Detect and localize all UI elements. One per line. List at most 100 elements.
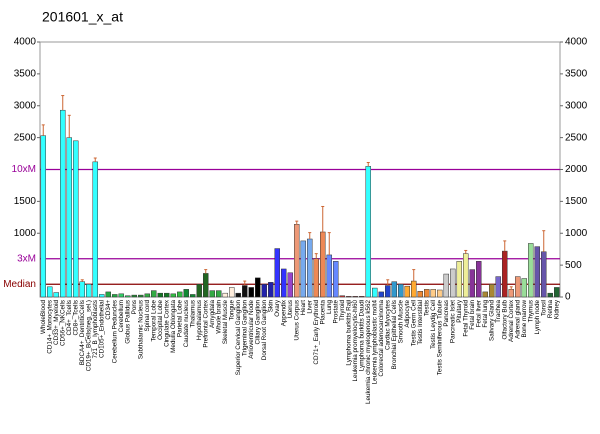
bar [86, 284, 92, 298]
bar [528, 243, 534, 298]
x-tick-label: Bronchial Epithelial Cells [391, 300, 398, 369]
x-tick-label: CD56+_NKCells [59, 300, 66, 346]
bar [554, 287, 560, 298]
bar [437, 289, 443, 298]
x-tick-label: Olfactory Bulb [501, 300, 508, 340]
x-tick-label: Subthalamic Nucleus [137, 300, 144, 359]
x-tick-label: CD34+ [105, 300, 112, 320]
x-tick-label: Leukemia promyelocytic-hl60 [352, 300, 359, 382]
bar [521, 278, 527, 298]
x-tick-label: Ovary [274, 299, 281, 317]
x-tick-label: Pancreatic Islet [449, 300, 456, 343]
x-tick-label: Lymphoma burkitts Raji [345, 300, 352, 366]
x-tick-label: Caudate nucleus [183, 300, 190, 347]
x-tick-label: Liver [306, 300, 313, 314]
bar [66, 137, 72, 298]
bar [391, 281, 397, 298]
x-tick-label: Appendix [280, 299, 287, 326]
bar [404, 285, 410, 298]
bar [372, 287, 378, 298]
bar [352, 296, 358, 298]
y2-tick-label: 1500 [565, 196, 588, 207]
bar [177, 291, 183, 298]
bar [443, 273, 449, 298]
x-tick-label: Fetal liver [475, 300, 482, 327]
bar [261, 284, 267, 298]
bar [92, 161, 98, 298]
reference-label: 3xM [17, 253, 36, 264]
bar [398, 284, 404, 298]
x-tick-label: Superior Cervical Ganglion [235, 300, 242, 376]
x-tick-label: Skeletal Muscle [222, 300, 229, 345]
y2-tick-label: 0 [565, 292, 571, 303]
x-tick-label: Cerebellum Peduncles [111, 300, 118, 363]
bar [287, 272, 293, 298]
x-tick-label: Globus Pallidus [124, 300, 131, 344]
bar [242, 285, 248, 298]
x-tick-label: Heart [300, 300, 307, 316]
bar [333, 261, 339, 298]
bar [235, 292, 241, 298]
x-tick-label: Leukemia lymphoblastic molt4 [371, 300, 378, 385]
bar [125, 295, 131, 298]
x-tick-label: Thymus [527, 300, 534, 322]
bar [99, 294, 105, 298]
x-tick-label: Testis Leydig Cell [430, 300, 437, 349]
x-tick-label: Uterus [287, 300, 294, 319]
x-tick-label: Testis Germ Cell [410, 300, 417, 346]
bar [456, 261, 462, 298]
bar [190, 294, 196, 298]
bar [489, 284, 495, 298]
y-tick-label: 3500 [14, 69, 37, 80]
bar [216, 290, 222, 298]
bar [248, 287, 254, 298]
x-tick-label: Cingulate Cortex [163, 299, 170, 347]
bar [131, 294, 137, 298]
bar [112, 294, 118, 298]
x-tick-label: CD19+_BCells(neg._sel.) [85, 300, 92, 371]
x-tick-label: Amygdala [209, 300, 216, 328]
bar [196, 284, 202, 298]
x-tick-label: CD33+_Myeloid [53, 300, 60, 345]
x-tick-label: Prefrontal Cortex [202, 299, 209, 347]
bar [60, 109, 66, 298]
x-tick-label: Leukemia chronic myelogenous k562 [365, 300, 372, 404]
y2-tick-label: 3500 [565, 69, 588, 80]
bar [469, 269, 475, 298]
x-tick-label: Pituitary [456, 299, 463, 323]
bar [229, 287, 235, 298]
bar [281, 268, 287, 298]
bar [294, 224, 300, 298]
x-tick-label: Pancreas [443, 300, 450, 327]
x-tick-label: Spinal cord [144, 300, 151, 332]
x-tick-label: Occipital Lobe [157, 300, 164, 340]
bar [411, 280, 417, 298]
bar [378, 291, 384, 298]
x-tick-label: Bone marrow [521, 300, 528, 338]
y2-tick-label: 3000 [565, 100, 588, 111]
x-tick-label: Placenta [319, 300, 326, 325]
x-tick-label: Cardiac Myocytes [384, 300, 391, 350]
y-tick-label: 2500 [14, 132, 37, 143]
x-tick-label: Prostate [332, 300, 339, 324]
x-tick-label: Smooth Muscle [397, 300, 404, 344]
x-tick-label: 721_B_lymphoblasts [92, 300, 99, 358]
x-tick-label: Lung [326, 300, 333, 315]
bar [476, 261, 482, 298]
bar [541, 251, 547, 298]
bar [502, 250, 508, 298]
x-tick-label: CD8+_Tcells [72, 300, 79, 336]
bar [255, 277, 261, 298]
x-tick-label: Retina [547, 300, 554, 319]
bar [515, 276, 521, 298]
x-tick-label: Tonsil [540, 300, 547, 316]
x-tick-label: Trigeminal Ganglion [241, 300, 248, 357]
bar [463, 253, 469, 298]
y2-tick-label: 4000 [565, 37, 588, 48]
bar [495, 276, 501, 298]
bar [365, 166, 371, 298]
x-tick-label: Trachea [495, 300, 502, 323]
bar [359, 296, 365, 298]
bar [79, 281, 85, 298]
